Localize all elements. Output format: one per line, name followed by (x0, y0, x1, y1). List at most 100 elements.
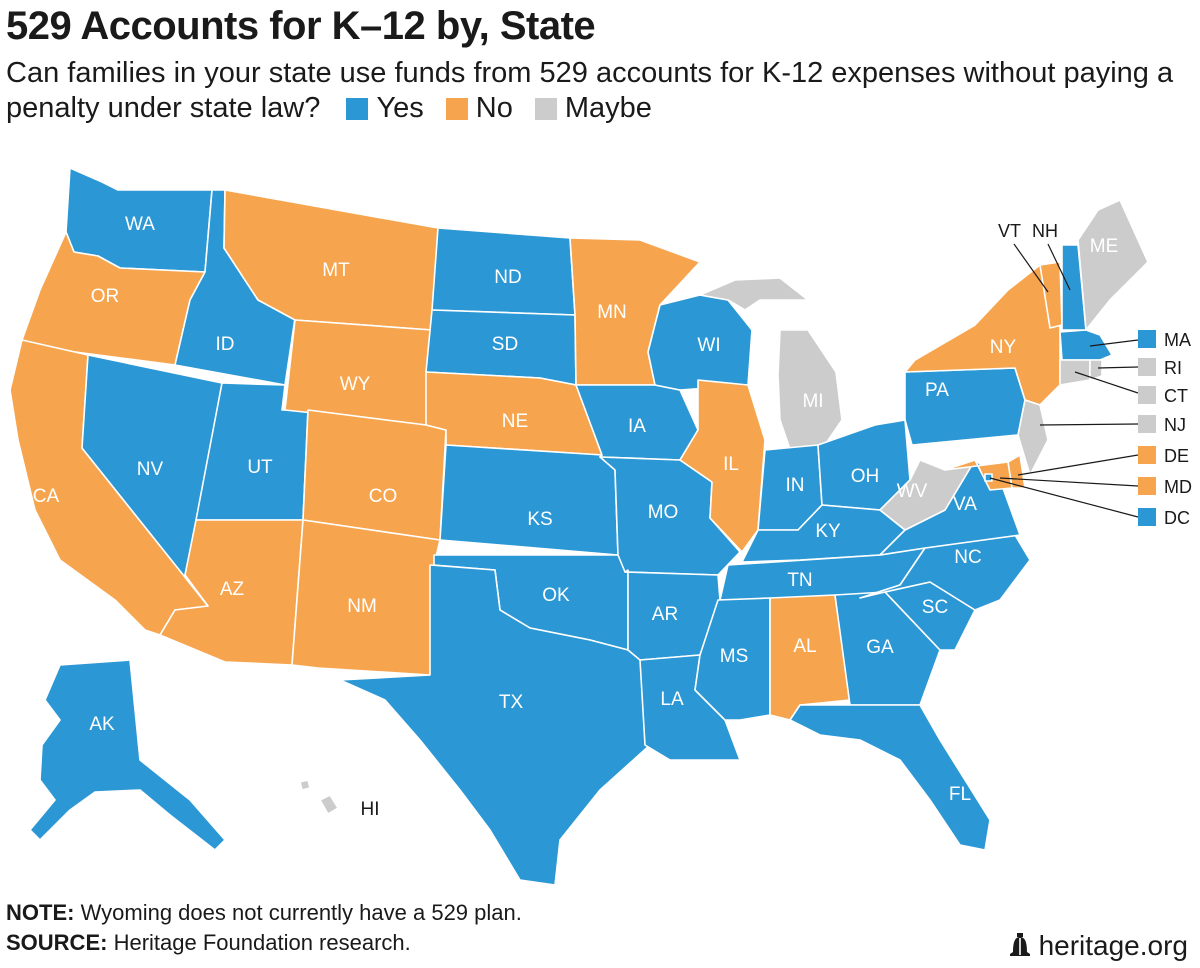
leader-ma (1089, 339, 1139, 347)
brand: heritage.org (1007, 930, 1188, 962)
label-wi: WI (697, 335, 720, 356)
state-wy (284, 319, 433, 426)
source-text: Heritage Foundation research. (113, 930, 411, 955)
label-az: AZ (220, 579, 245, 600)
label-il: IL (723, 454, 739, 475)
legend-item-no: No (445, 91, 513, 126)
callout-label-ct: CT (1164, 386, 1188, 406)
label-nd: ND (494, 267, 521, 288)
callout-label-de: DE (1164, 446, 1189, 466)
state-ri (1089, 359, 1103, 381)
callout-swatch-dc (1138, 508, 1156, 526)
state-co (302, 409, 447, 541)
label-ia: IA (628, 416, 646, 437)
state-il (679, 379, 766, 553)
label-tn: TN (787, 570, 812, 591)
state-fl (789, 704, 991, 851)
state-ks (439, 444, 619, 556)
note-label: NOTE: (6, 900, 75, 925)
state-pa (904, 367, 1026, 446)
chart-title: 529 Accounts for K–12 by, State (6, 4, 596, 48)
legend-item-maybe: Maybe (534, 91, 652, 126)
state-nc (859, 534, 1031, 611)
source-line: SOURCE: Heritage Foundation research. (6, 928, 522, 958)
label-or: OR (91, 286, 120, 307)
label-sc: SC (922, 597, 948, 618)
label-al: AL (793, 636, 816, 657)
subtitle-text: Can families in your state use funds fro… (6, 57, 1174, 124)
state-hi (319, 794, 339, 815)
label-oh: OH (851, 466, 880, 487)
state-ma (1059, 329, 1113, 361)
label-tx: TX (499, 692, 524, 713)
label-ar: AR (652, 604, 678, 625)
label-hi: HI (361, 799, 380, 820)
legend-swatch-yes (346, 98, 369, 120)
label-ok: OK (542, 585, 570, 606)
callout-swatch-ri (1138, 358, 1156, 376)
legend-label-no: No (475, 92, 513, 124)
brand-text: heritage.org (1038, 930, 1188, 961)
label-ut: UT (247, 457, 273, 478)
label-id: ID (216, 334, 235, 355)
legend-label-yes: Yes (376, 92, 424, 124)
label-ky: KY (815, 521, 841, 542)
state-me (1077, 199, 1149, 331)
state-labels: WA OR CA ID NV UT AZ MT WY CO NM ND SD N… (33, 214, 1118, 820)
label-pa: PA (925, 380, 949, 401)
northeast-callouts: VT NH (998, 221, 1071, 293)
callout-label-dc: DC (1164, 508, 1190, 528)
note-text: Wyoming does not currently have a 529 pl… (80, 900, 522, 925)
label-la: LA (660, 689, 684, 710)
callout-swatch-md (1138, 477, 1156, 495)
state-ak (29, 659, 226, 851)
callout-swatch-nj (1138, 415, 1156, 433)
callout-label-ma: MA (1164, 330, 1191, 350)
leader-nh (1047, 243, 1071, 291)
label-me: ME (1090, 236, 1119, 257)
label-va: VA (953, 494, 977, 515)
chart-subtitle: Can families in your state use funds fro… (6, 56, 1186, 126)
state-hi-islands (299, 779, 311, 791)
callout-label-vt: VT (998, 221, 1021, 241)
label-ny: NY (990, 337, 1017, 358)
callout-swatch-ma (1138, 330, 1156, 348)
leader-ri (1097, 366, 1139, 369)
label-fl: FL (949, 784, 971, 805)
footnote: NOTE: Wyoming does not currently have a … (6, 898, 522, 958)
callout-label-nh: NH (1032, 221, 1058, 241)
label-wa: WA (125, 214, 155, 235)
legend-swatch-no (445, 98, 468, 120)
label-ne: NE (502, 411, 528, 432)
label-mn: MN (597, 302, 627, 323)
leader-nj (1039, 423, 1139, 426)
callout-label-md: MD (1164, 477, 1192, 497)
label-nc: NC (954, 547, 981, 568)
legend: Yes No Maybe (346, 91, 673, 126)
note-line: NOTE: Wyoming does not currently have a … (6, 898, 522, 928)
state-tx (339, 564, 651, 886)
source-label: SOURCE: (6, 930, 108, 955)
label-sd: SD (492, 334, 518, 355)
legend-item-yes: Yes (346, 91, 424, 126)
state-nj (1017, 399, 1049, 476)
leader-ct (1074, 371, 1139, 394)
label-nv: NV (137, 459, 164, 480)
label-wy: WY (340, 374, 371, 395)
callout-label-ri: RI (1164, 358, 1182, 378)
label-nm: NM (347, 596, 377, 617)
leader-de (1017, 454, 1139, 476)
label-mt: MT (322, 260, 350, 281)
label-mo: MO (648, 502, 679, 523)
label-in: IN (786, 475, 805, 496)
label-co: CO (369, 486, 398, 507)
label-ga: GA (866, 637, 894, 658)
legend-label-maybe: Maybe (564, 92, 652, 124)
leader-md (999, 477, 1139, 487)
callout-label-nj: NJ (1164, 415, 1186, 435)
leader-dc (989, 477, 1139, 518)
label-ks: KS (527, 509, 552, 530)
state-md (944, 459, 1013, 491)
liberty-bell-icon (1009, 933, 1030, 956)
